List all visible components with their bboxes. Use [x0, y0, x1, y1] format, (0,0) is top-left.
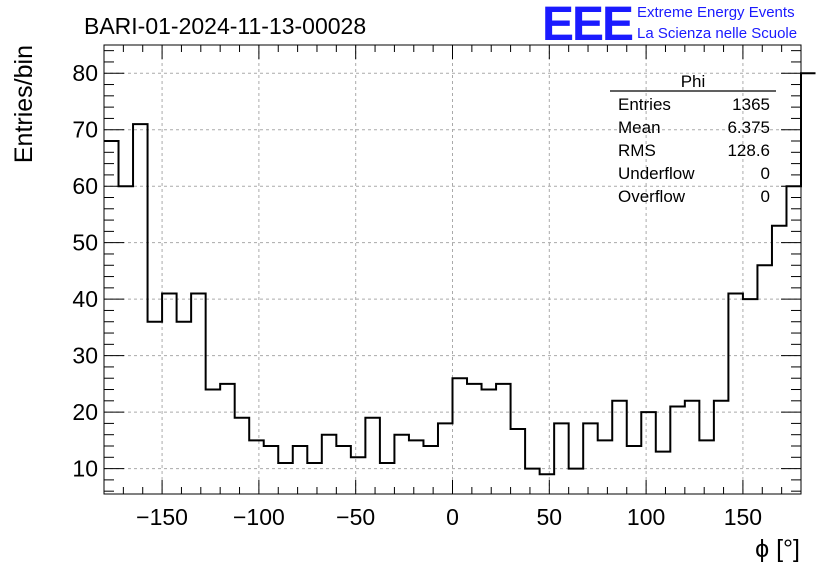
stats-label-overflow: Overflow: [618, 187, 686, 206]
stats-value-mean: 6.375: [727, 118, 770, 137]
histogram-bin: [249, 440, 264, 494]
stats-label-mean: Mean: [618, 118, 661, 137]
histogram-bin: [206, 390, 221, 494]
y-tick-label: 30: [72, 343, 98, 369]
histogram-bin: [641, 412, 656, 494]
stats-label-entries: Entries: [618, 95, 671, 114]
histogram-bin: [670, 406, 685, 494]
histogram-bin: [394, 435, 409, 494]
histogram-bin: [264, 446, 279, 494]
histogram-bin: [409, 440, 424, 494]
histogram-bin: [293, 446, 308, 494]
histogram-bin: [177, 322, 192, 494]
histogram-bin: [162, 294, 177, 494]
histogram-bin: [656, 452, 671, 494]
stats-value-underflow: 0: [761, 164, 770, 183]
x-tick-label: 100: [627, 504, 665, 530]
histogram-bin: [685, 401, 700, 494]
histogram-bin: [757, 265, 772, 494]
x-tick-label: 0: [446, 504, 459, 530]
y-tick-label: 80: [72, 60, 98, 86]
grid: [104, 45, 801, 494]
y-tick-label: 10: [72, 456, 98, 482]
stats-box: Phi Entries 1365 Mean 6.375 RMS 128.6 Un…: [610, 72, 776, 206]
histogram-bin: [627, 446, 642, 494]
histogram-bin: [133, 124, 148, 494]
y-tick-label: 40: [72, 286, 98, 312]
histogram-bin: [104, 141, 119, 494]
histogram-bin: [307, 463, 322, 494]
histogram-bin: [511, 429, 526, 494]
histogram-bin: [278, 463, 293, 494]
histogram-bin: [438, 423, 453, 494]
x-tick-label: 150: [724, 504, 762, 530]
stats-value-overflow: 0: [761, 187, 770, 206]
x-tick-label: −100: [233, 504, 285, 530]
stats-box-name: Phi: [681, 72, 706, 91]
histogram-bin: [482, 390, 497, 494]
histogram-bin: [380, 463, 395, 494]
histogram-bin: [191, 294, 206, 494]
histogram-bin: [714, 401, 729, 494]
histogram-bin: [525, 469, 540, 494]
y-tick-label: 60: [72, 173, 98, 199]
histogram-bin: [772, 226, 787, 494]
x-tick-label: 50: [537, 504, 563, 530]
histogram-bin: [786, 186, 801, 494]
histogram-bin: [496, 384, 511, 494]
histogram-bin: [336, 446, 351, 494]
stats-label-rms: RMS: [618, 141, 656, 160]
histogram-bin: [148, 322, 163, 494]
histogram-bin: [743, 299, 758, 494]
histogram-bin: [554, 423, 569, 494]
y-tick-label: 20: [72, 399, 98, 425]
histogram-bin: [322, 435, 337, 494]
histogram-bin: [612, 401, 627, 494]
histogram-bin: [728, 294, 743, 494]
histogram-bin: [699, 440, 714, 494]
stats-value-entries: 1365: [732, 95, 770, 114]
histogram-bin: [351, 457, 366, 494]
histogram-series: [104, 72, 816, 494]
x-tick-label: −50: [336, 504, 375, 530]
histogram-bin: [801, 73, 816, 494]
histogram-outline: [104, 72, 816, 476]
histogram-bin: [598, 440, 613, 494]
axis-ticks: [103, 45, 802, 494]
eee-logo-line1: Extreme Energy Events: [637, 4, 795, 21]
histogram-bin: [583, 423, 598, 494]
x-axis-title: ϕ [°]: [755, 535, 800, 563]
histogram-bin: [119, 186, 134, 494]
x-tick-label: −150: [136, 504, 188, 530]
histogram-bin: [220, 384, 235, 494]
y-axis-title: Entries/bin: [10, 45, 38, 163]
histogram-bin: [423, 446, 438, 494]
tick-labels: −150 −100 −50 0 50 100 150 10 20 30 40 50 60 70 80: [72, 60, 762, 530]
histogram-bin: [365, 418, 380, 494]
stats-value-rms: 128.6: [727, 141, 770, 160]
histogram-bin: [467, 384, 482, 494]
histogram-bin: [569, 469, 584, 494]
histogram-bin: [540, 474, 555, 494]
chart-title: BARI-01-2024-11-13-00028: [84, 13, 366, 39]
stats-label-underflow: Underflow: [618, 164, 695, 183]
y-tick-label: 50: [72, 230, 98, 256]
eee-logo: EEE: [542, 0, 633, 51]
histogram-bin: [453, 378, 468, 494]
eee-logo-line2: La Scienza nelle Scuole: [637, 25, 797, 42]
histogram-bin: [235, 418, 250, 494]
y-tick-label: 70: [72, 117, 98, 143]
